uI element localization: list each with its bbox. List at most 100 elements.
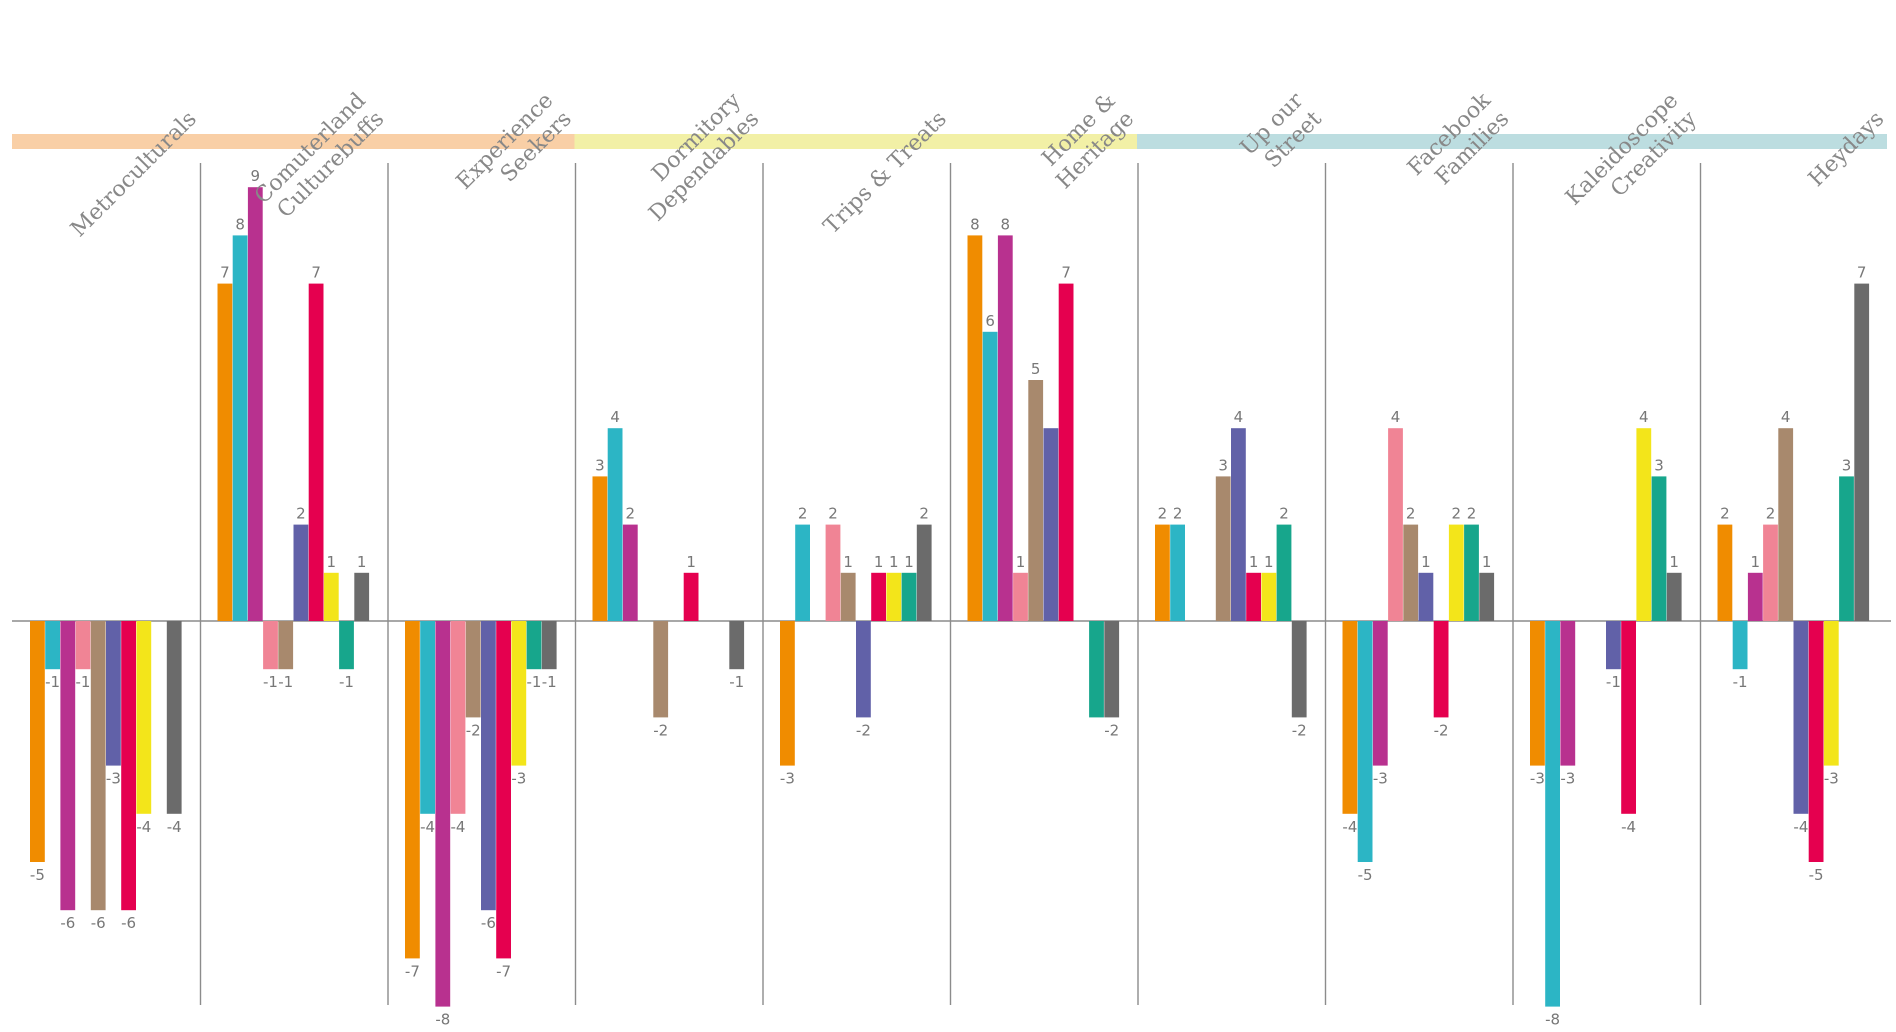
bar (729, 621, 745, 670)
bar (840, 572, 856, 621)
data-label: -3 (780, 770, 795, 788)
data-label: -4 (167, 818, 182, 836)
bar (323, 572, 339, 621)
data-label: -1 (45, 673, 60, 691)
data-label: 7 (1061, 264, 1071, 282)
segment-band-2 (1137, 134, 1887, 149)
data-label: -3 (511, 770, 526, 788)
data-label: 3 (595, 456, 605, 474)
data-label: -3 (106, 770, 121, 788)
data-label: 9 (251, 167, 261, 185)
bar (1058, 283, 1074, 621)
data-label: 1 (1751, 553, 1761, 571)
bar (1342, 621, 1358, 814)
data-label: 2 (1279, 505, 1289, 523)
bar (1530, 621, 1545, 766)
bar (30, 621, 45, 862)
bar (1013, 572, 1028, 621)
data-label: 1 (904, 553, 914, 571)
data-label: 7 (220, 264, 230, 282)
bar (232, 235, 248, 621)
bar (1246, 572, 1261, 621)
data-label: -3 (1824, 770, 1839, 788)
bar (916, 524, 932, 621)
bar (1479, 572, 1495, 621)
bar (90, 621, 106, 911)
segment-band-0 (12, 134, 575, 149)
data-label: -4 (136, 818, 151, 836)
data-label: -5 (1358, 866, 1373, 884)
bar (166, 621, 182, 814)
data-label: -5 (30, 866, 45, 884)
bar (1448, 524, 1464, 621)
data-label: 3 (1842, 456, 1852, 474)
bar (1839, 476, 1854, 621)
bar (1215, 476, 1231, 621)
data-label: -2 (1104, 721, 1119, 739)
bar (45, 621, 60, 670)
bar (1793, 621, 1809, 814)
data-label: -1 (527, 673, 542, 691)
bar (886, 572, 902, 621)
bar (1636, 428, 1652, 621)
category-label: ComuterlandCulturebuffs (250, 88, 389, 227)
data-label: -6 (91, 914, 106, 932)
bar (1763, 524, 1778, 621)
bar (1276, 524, 1292, 621)
category-label: Metroculturals (66, 107, 202, 243)
data-label: 1 (327, 553, 337, 571)
bar (683, 572, 699, 621)
data-label: -1 (1733, 673, 1748, 691)
data-label: 2 (1720, 505, 1730, 523)
data-label: 1 (843, 553, 853, 571)
bar (526, 621, 542, 670)
bar (1028, 380, 1044, 621)
data-label: 4 (1781, 408, 1791, 426)
bar (1621, 621, 1636, 814)
bar (780, 621, 795, 766)
data-label: 1 (357, 553, 367, 571)
bar (607, 428, 623, 621)
data-label: 4 (610, 408, 620, 426)
bar (982, 331, 998, 621)
bar (1291, 621, 1307, 718)
data-label: 1 (1264, 553, 1274, 571)
data-label: -3 (1560, 770, 1575, 788)
data-label: -6 (481, 914, 496, 932)
bar (997, 235, 1013, 621)
data-label: 1 (1421, 553, 1431, 571)
bar (465, 621, 481, 718)
data-label: 5 (1031, 360, 1041, 378)
bar (1606, 621, 1621, 670)
bar (1732, 621, 1748, 670)
bar (1388, 428, 1403, 621)
data-label: -4 (1621, 818, 1636, 836)
data-label: 2 (296, 505, 306, 523)
data-label: 2 (1158, 505, 1168, 523)
data-label: -2 (856, 721, 871, 739)
data-label: -1 (1606, 673, 1621, 691)
data-label: 2 (919, 505, 929, 523)
bar (1357, 621, 1373, 862)
bar (1043, 428, 1059, 621)
bar (541, 621, 557, 670)
bar (75, 621, 91, 670)
bar (354, 572, 370, 621)
data-label: 2 (1406, 505, 1416, 523)
data-label: 6 (985, 312, 995, 330)
bar (825, 524, 841, 621)
bar (1261, 572, 1277, 621)
bar (1560, 621, 1576, 766)
bar (1418, 572, 1434, 621)
category-label: Trips & Treats (819, 107, 952, 240)
data-label: -7 (405, 962, 420, 980)
bar (1433, 621, 1449, 718)
data-label: 2 (1467, 505, 1477, 523)
data-label: -8 (1545, 1011, 1560, 1029)
bar (653, 621, 669, 718)
bar (901, 572, 917, 621)
data-label: -6 (60, 914, 75, 932)
data-label: 1 (889, 553, 899, 571)
segment-band-1 (574, 134, 1137, 149)
bar (511, 621, 527, 766)
